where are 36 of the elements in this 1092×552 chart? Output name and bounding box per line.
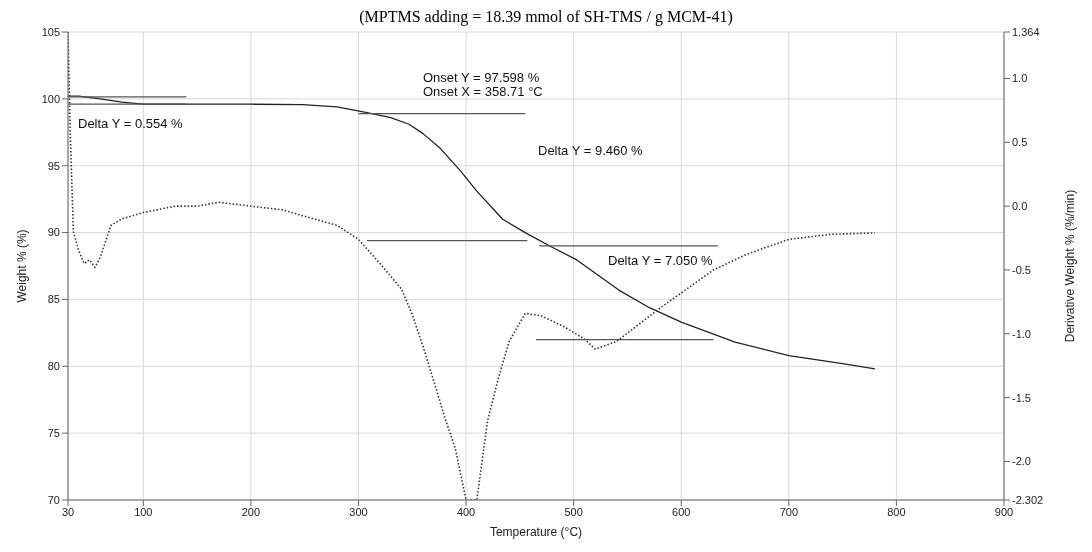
x-tick-label: 300 xyxy=(349,505,368,518)
y2-tick-label: 0.0 xyxy=(1012,200,1028,213)
chart-title: (MPTMS adding = 18.39 mmol of SH-TMS / g MCM-41) xyxy=(358,8,734,26)
annotation: Delta Y = 0.554 % xyxy=(78,116,183,131)
x-tick-label: 500 xyxy=(564,505,583,518)
y2-tick-label: -0.5 xyxy=(1012,263,1031,276)
y2-tick-label: -1.5 xyxy=(1012,391,1031,404)
y2-tick-label: -1.0 xyxy=(1012,327,1031,340)
y-tick-label: 95 xyxy=(47,159,60,172)
x-tick-label: 400 xyxy=(456,505,476,518)
y-tick-label: 75 xyxy=(47,427,60,440)
y2-axis-title: Derivative Weight % (%/min) xyxy=(1063,189,1078,343)
y-tick-label: 90 xyxy=(47,226,60,239)
y2-tick-label: -2.302 xyxy=(1012,493,1044,506)
x-tick-label: 800 xyxy=(887,505,906,518)
annotation: Delta Y = 9.460 % xyxy=(538,143,643,158)
y-tick-label: 80 xyxy=(47,360,60,373)
x-tick-label: 30 xyxy=(61,505,75,518)
y-axis-title: Weight % (%) xyxy=(15,229,30,303)
y-tick-label: 85 xyxy=(47,293,60,306)
x-tick-label: 900 xyxy=(994,505,1014,518)
annotation: Onset X = 358.71 °C xyxy=(423,84,543,99)
x-axis-title: Temperature (°C) xyxy=(489,525,583,539)
y2-tick-label: 1.0 xyxy=(1012,72,1028,85)
x-tick-label: 200 xyxy=(241,505,261,518)
annotation: Delta Y = 7.050 % xyxy=(608,253,713,268)
y2-tick-label: -2.0 xyxy=(1012,455,1031,468)
y-tick-label: 100 xyxy=(41,92,60,105)
y2-tick-label: 0.5 xyxy=(1012,136,1028,149)
y2-tick-label: 1.364 xyxy=(1012,25,1040,38)
y-tick-label: 105 xyxy=(41,25,60,38)
x-tick-label: 600 xyxy=(672,505,691,518)
y-tick-label: 70 xyxy=(47,493,60,506)
x-tick-label: 100 xyxy=(134,505,153,518)
x-tick-label: 700 xyxy=(779,505,799,518)
annotation: Onset Y = 97.598 % xyxy=(423,70,540,85)
